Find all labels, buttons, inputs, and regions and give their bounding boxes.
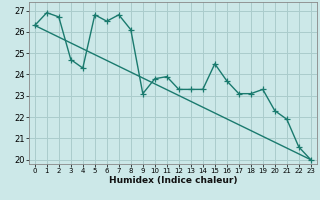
X-axis label: Humidex (Indice chaleur): Humidex (Indice chaleur) bbox=[108, 176, 237, 185]
